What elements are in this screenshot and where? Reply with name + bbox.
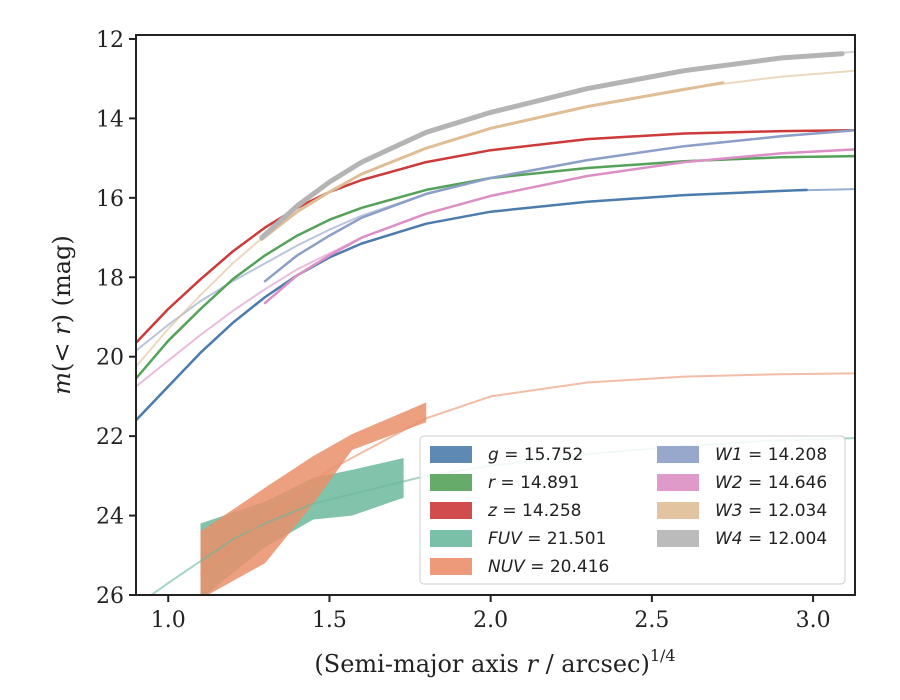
legend-label-g: g = 15.752 <box>488 445 583 465</box>
plot-frame <box>135 34 856 596</box>
x-axis-ticks: 1.0 1.5 2.0 2.5 3.0 <box>151 595 831 633</box>
legend-swatch-z <box>430 502 472 519</box>
legend-swatch-w3 <box>657 502 699 519</box>
thick-line-r <box>136 154 855 380</box>
y-tick-label: 24 <box>96 505 124 530</box>
y-axis-ticks: 12 14 16 18 20 22 24 26 <box>96 28 136 609</box>
legend-swatch-fuv <box>430 530 472 547</box>
legend-swatch-r <box>430 474 472 491</box>
x-tick-label: 2.5 <box>634 608 669 633</box>
x-axis-label: (Semi-major axis r / arcsec)1/4 <box>314 646 675 678</box>
legend-label-fuv: FUV = 21.501 <box>488 529 606 549</box>
thick-line-w3 <box>260 81 725 241</box>
y-tick-label: 12 <box>96 28 124 53</box>
legend: g = 15.752 r = 14.891 z = 14.258 FUV = 21.5… <box>419 435 846 585</box>
y-tick-label: 26 <box>96 584 124 609</box>
faint-line-nuv <box>199 372 855 576</box>
x-tick-label: 1.5 <box>312 608 347 633</box>
band-area-fuv <box>200 458 404 595</box>
legend-label-w2: W2 = 14.646 <box>715 473 827 493</box>
legend-box <box>419 435 846 585</box>
thick-profile-lines <box>136 51 855 422</box>
thick-line-w2 <box>263 148 855 305</box>
band-area-nuv <box>200 402 427 595</box>
thick-line-g <box>136 188 808 422</box>
y-tick-label: 20 <box>96 346 124 371</box>
legend-swatch-w4 <box>657 530 699 547</box>
x-tick-label: 2.0 <box>473 608 508 633</box>
legend-swatch-g <box>430 446 472 463</box>
thick-line-z <box>136 129 855 345</box>
y-tick-label: 22 <box>96 425 124 450</box>
band-areas <box>200 402 427 595</box>
legend-label-w1: W1 = 14.208 <box>715 445 827 465</box>
thick-line-w4 <box>259 51 845 241</box>
x-tick-label: 3.0 <box>796 608 831 633</box>
legend-label-w4: W4 = 12.004 <box>715 529 827 549</box>
y-tick-label: 16 <box>96 187 124 212</box>
legend-swatch-nuv <box>430 558 472 575</box>
x-tick-label: 1.0 <box>151 608 186 633</box>
legend-label-w3: W3 = 12.034 <box>715 501 827 521</box>
legend-label-r: r = 14.891 <box>488 473 580 493</box>
legend-label-z: z = 14.258 <box>487 501 581 521</box>
legend-swatch-w2 <box>657 474 699 491</box>
legend-swatch-w1 <box>657 446 699 463</box>
y-axis-label: m(< r) (mag) <box>48 235 76 395</box>
y-tick-label: 18 <box>96 266 124 291</box>
thick-line-w1 <box>263 129 855 283</box>
legend-label-nuv: NUV = 20.416 <box>488 557 609 577</box>
y-tick-label: 14 <box>96 107 124 132</box>
